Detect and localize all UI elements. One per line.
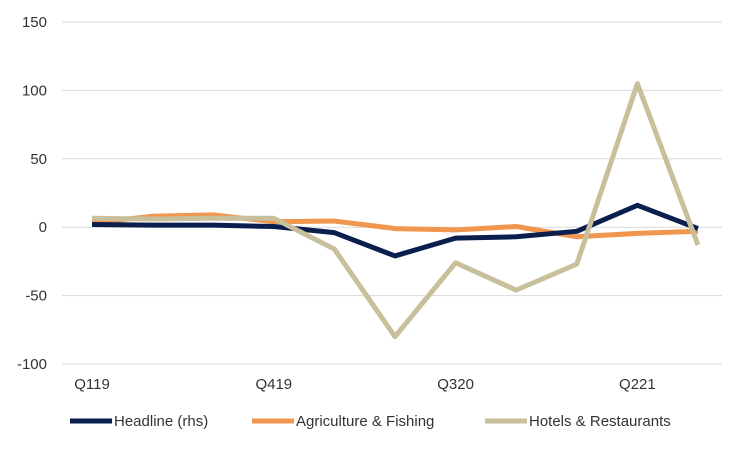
x-axis-tick-labels: Q119 Q419 Q320 Q221 <box>74 376 656 393</box>
series-line-agriculture-fishing <box>91 212 699 240</box>
series-line-headline-rhs <box>91 202 699 259</box>
legend: Headline (rhs) Agriculture & Fishing Hotel… <box>70 413 671 430</box>
x-tick-label: Q320 <box>437 376 474 393</box>
gridlines <box>62 21 722 365</box>
x-tick-label: Q221 <box>619 376 656 393</box>
y-tick-label: 0 <box>39 219 47 236</box>
y-tick-label: 50 <box>30 151 47 168</box>
x-tick-label: Q119 <box>74 376 110 393</box>
y-tick-label: 100 <box>22 82 47 99</box>
x-tick-label: Q419 <box>255 376 292 393</box>
y-tick-label: 150 <box>22 14 47 31</box>
y-axis-tick-labels: 150 100 50 0 -50 -100 <box>17 14 47 373</box>
series-line-hotels-restaurants <box>91 81 701 340</box>
series-lines <box>91 81 701 340</box>
legend-label: Headline (rhs) <box>114 413 208 430</box>
y-tick-label: -50 <box>25 288 47 305</box>
legend-label: Hotels & Restaurants <box>529 413 671 430</box>
legend-label: Agriculture & Fishing <box>296 413 434 430</box>
y-tick-label: -100 <box>17 356 47 373</box>
